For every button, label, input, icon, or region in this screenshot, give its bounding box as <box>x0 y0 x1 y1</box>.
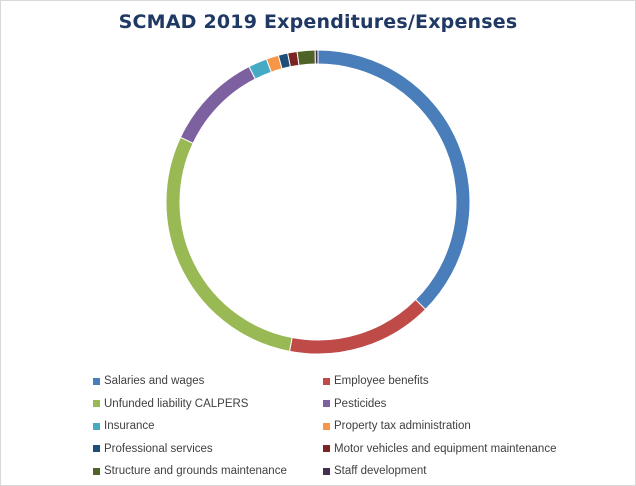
chart-legend: Salaries and wages Employee benefits Unfun… <box>93 370 613 483</box>
legend-swatch <box>323 422 330 430</box>
legend-label: Insurance <box>104 420 155 433</box>
legend-item: Salaries and wages <box>93 370 323 393</box>
legend-item: Pesticides <box>323 393 613 416</box>
donut-slice-4 <box>179 65 257 144</box>
legend-item: Professional services <box>93 438 323 461</box>
legend-swatch <box>93 400 100 408</box>
legend-label: Unfunded liability CALPERS <box>104 397 249 410</box>
legend-swatch <box>323 445 330 453</box>
legend-swatch <box>93 445 100 453</box>
legend-item: Unfunded liability CALPERS <box>93 393 323 416</box>
donut-slice-9 <box>296 49 316 66</box>
legend-swatch <box>323 400 330 408</box>
legend-label: Staff development <box>334 465 427 478</box>
legend-item: Insurance <box>93 415 323 438</box>
legend-item: Motor vehicles and equipment maintenance <box>323 438 613 461</box>
legend-swatch <box>93 377 100 385</box>
donut-slice-3 <box>165 136 293 352</box>
legend-label: Property tax administration <box>334 420 471 433</box>
legend-swatch <box>93 467 100 475</box>
legend-label: Employee benefits <box>334 375 429 388</box>
donut-slice-1 <box>317 49 471 311</box>
legend-swatch <box>323 377 330 385</box>
legend-item: Staff development <box>323 460 613 483</box>
legend-label: Motor vehicles and equipment maintenance <box>334 442 557 455</box>
legend-swatch <box>93 422 100 430</box>
legend-label: Pesticides <box>334 397 387 410</box>
legend-item: Property tax administration <box>323 415 613 438</box>
legend-label: Professional services <box>104 442 213 455</box>
legend-swatch <box>323 467 330 475</box>
legend-item: Structure and grounds maintenance <box>93 460 323 483</box>
chart-title: SCMAD 2019 Expenditures/Expenses <box>118 11 518 33</box>
donut-slice-2 <box>288 298 427 355</box>
legend-label: Structure and grounds maintenance <box>104 465 287 478</box>
donut-slice-10 <box>314 49 319 65</box>
legend-item: Employee benefits <box>323 370 613 393</box>
legend-label: Salaries and wages <box>104 375 205 388</box>
